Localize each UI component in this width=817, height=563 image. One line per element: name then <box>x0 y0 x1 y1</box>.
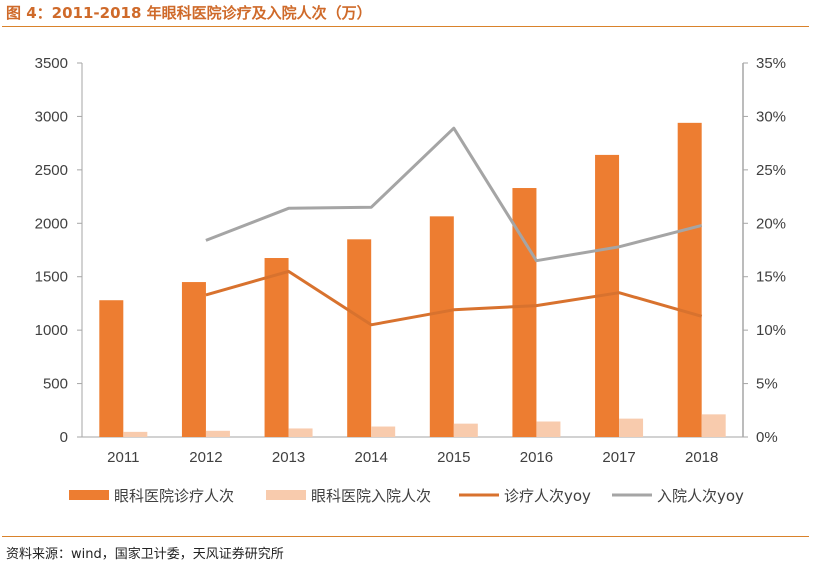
legend-admissions-swatch <box>266 490 306 500</box>
bar-visits <box>264 258 289 437</box>
source-note: 资料来源：wind，国家卫计委，天风证券研究所 <box>6 547 284 562</box>
right-axis: 0% 5% 10% 15% 20% 25% 30% 35% <box>742 55 786 446</box>
legend: 眼科医院诊疗人次 眼科医院入院人次 诊疗人次yoy 入院人次yoy <box>69 487 744 505</box>
bar-admissions <box>205 430 230 437</box>
bar-admissions <box>701 414 726 437</box>
left-tick-label: 1500 <box>35 269 68 286</box>
bar-admissions <box>619 418 644 437</box>
bar-admissions <box>288 428 313 437</box>
x-axis: 2011 2012 2013 2014 2015 2016 2017 2018 <box>82 436 743 466</box>
right-tick-label: 15% <box>756 269 786 286</box>
footer-divider <box>2 536 809 537</box>
line-visits-yoy <box>205 269 703 327</box>
right-tick-label: 10% <box>756 322 786 339</box>
bar-visits <box>429 216 454 437</box>
chart: 0 500 1000 1500 2000 2500 3000 3500 0% 5% 10% 15% 2… <box>35 55 786 505</box>
legend-admissions-yoy-label: 入院人次yoy <box>657 487 744 505</box>
x-tick-label: 2016 <box>520 449 553 466</box>
bar-admissions <box>536 421 561 437</box>
left-tick-label: 1000 <box>35 322 68 339</box>
bar-visits <box>181 282 206 437</box>
bar-admissions <box>371 426 396 437</box>
legend-admissions-label: 眼科医院入院人次 <box>311 487 431 505</box>
bars <box>99 122 726 437</box>
bar-visits <box>677 122 702 437</box>
left-tick-label: 0 <box>60 429 68 446</box>
right-tick-label: 5% <box>756 376 778 393</box>
legend-visits-label: 眼科医院诊疗人次 <box>114 487 234 505</box>
left-axis: 0 500 1000 1500 2000 2500 3000 3500 <box>35 55 83 446</box>
bar-visits <box>99 300 124 437</box>
left-tick-label: 2000 <box>35 215 68 232</box>
x-tick-label: 2013 <box>272 449 305 466</box>
chart-title: 图 4：2011-2018 年眼科医院诊疗及入院人次（万） <box>6 4 372 22</box>
x-tick-label: 2012 <box>189 449 222 466</box>
x-tick-label: 2015 <box>437 449 470 466</box>
bar-admissions <box>453 423 478 437</box>
left-tick-label: 500 <box>43 376 68 393</box>
bar-visits <box>347 239 372 437</box>
left-tick-label: 3000 <box>35 108 68 125</box>
legend-visits-yoy-label: 诊疗人次yoy <box>504 487 591 505</box>
title-divider <box>2 26 809 27</box>
line-admissions-yoy <box>205 126 703 263</box>
left-tick-label: 2500 <box>35 162 68 179</box>
x-tick-label: 2018 <box>685 449 718 466</box>
right-tick-label: 35% <box>756 55 786 72</box>
x-tick-label: 2011 <box>107 449 139 466</box>
left-tick-label: 3500 <box>35 55 68 72</box>
right-tick-label: 30% <box>756 108 786 125</box>
right-tick-label: 20% <box>756 215 786 232</box>
x-tick-label: 2017 <box>602 449 635 466</box>
right-tick-label: 0% <box>756 429 778 446</box>
legend-visits-swatch <box>69 490 109 500</box>
bar-admissions <box>123 431 148 437</box>
right-tick-label: 25% <box>756 162 786 179</box>
x-tick-label: 2014 <box>355 449 388 466</box>
lines <box>205 126 703 327</box>
